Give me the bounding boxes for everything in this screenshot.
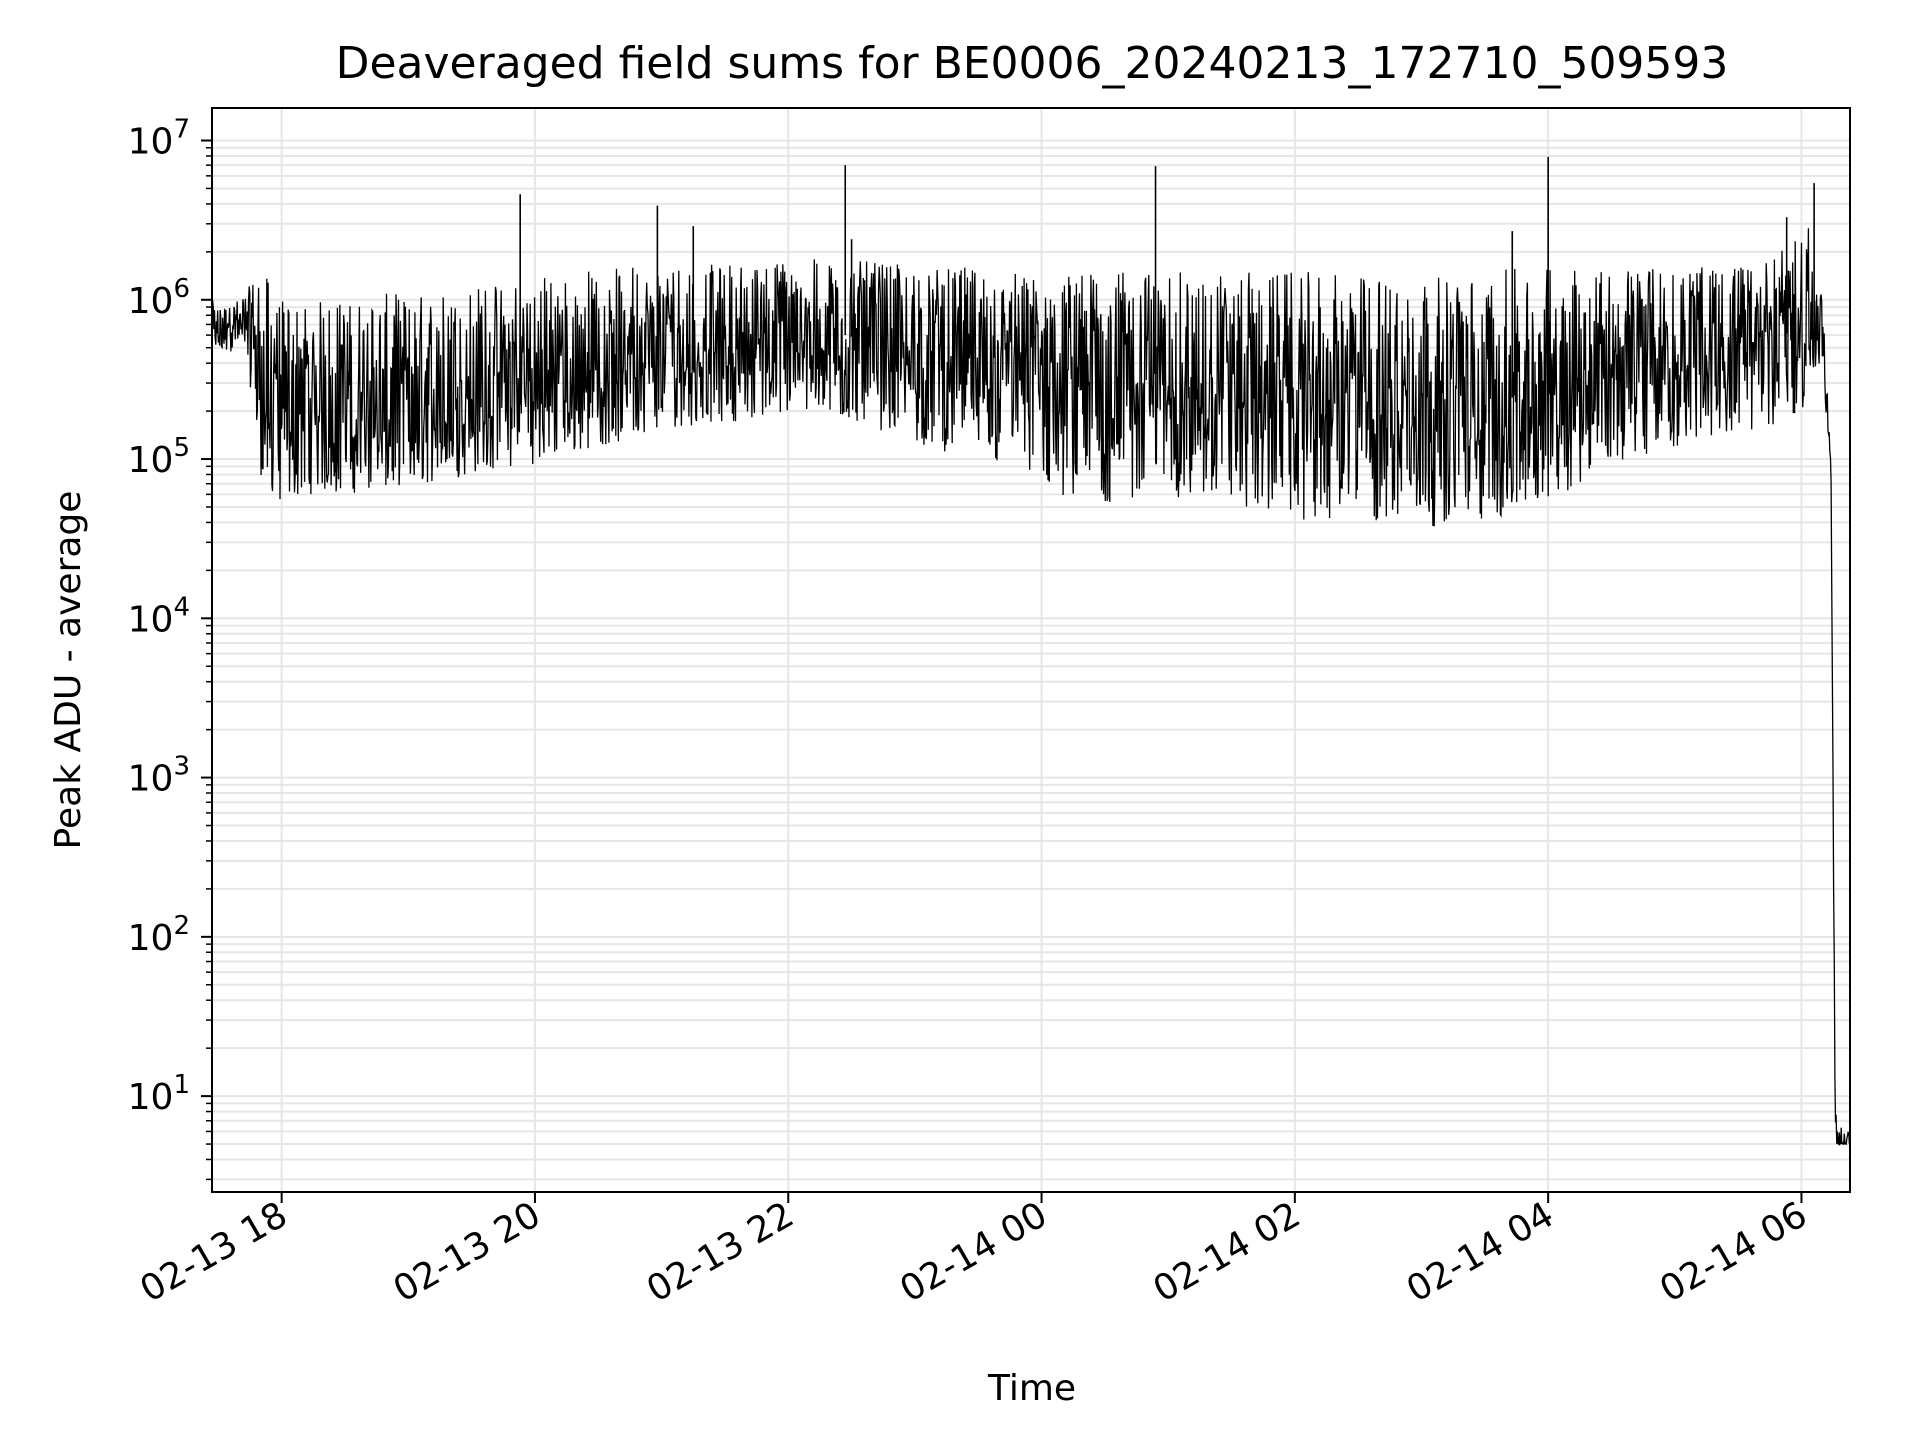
y-tick-label: 107 xyxy=(128,115,190,163)
y-tick-label: 102 xyxy=(128,911,190,959)
y-tick-label: 103 xyxy=(128,752,190,800)
y-tick-label: 104 xyxy=(128,592,190,640)
x-axis-label: Time xyxy=(987,1368,1076,1409)
y-tick-label: 105 xyxy=(128,433,190,481)
plot-frame xyxy=(211,107,1851,1193)
data-layer xyxy=(211,156,1851,1147)
chart-title: Deaveraged field sums for BE0006_2024021… xyxy=(336,38,1729,89)
y-axis-label: Peak ADU - average xyxy=(48,491,89,850)
data-series-line xyxy=(211,228,1851,1147)
y-tick-label: 101 xyxy=(128,1070,190,1118)
y-tick-label: 106 xyxy=(128,274,190,322)
